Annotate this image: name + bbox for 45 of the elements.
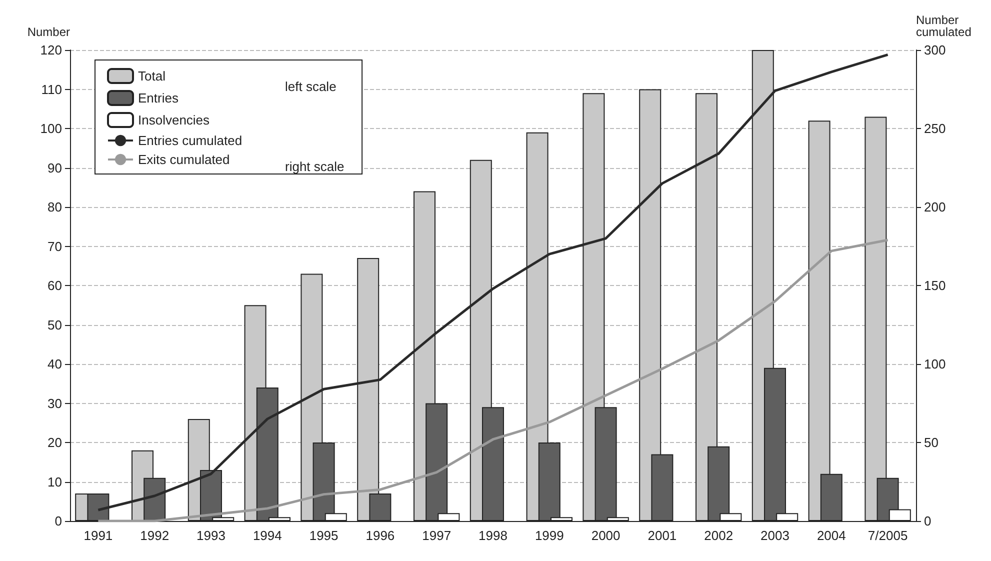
x-tick-label: 1993 [196, 528, 226, 543]
y-tick-label: 50 [48, 317, 62, 332]
y-tick-label: 80 [48, 200, 62, 214]
y-axis-title: Number [27, 25, 70, 39]
y-tick-label: 90 [48, 160, 62, 176]
x-tick-label: 2001 [648, 528, 677, 543]
x-tick-label: 1994 [252, 528, 282, 543]
legend-label: Total [138, 68, 166, 84]
annotation: right scale [285, 159, 344, 174]
x-tick-label: 7/2005 [868, 528, 908, 543]
x-tick-label: 1992 [140, 528, 170, 543]
y2-tick-label: 200 [924, 200, 946, 214]
x-tick-label: 1996 [366, 528, 395, 543]
y-tick-label: 100 [40, 121, 62, 136]
line-series [96, 238, 890, 522]
x-tick-label: 1997 [422, 528, 452, 543]
y2-tick-label: 300 [924, 42, 946, 58]
y-tick-label: 110 [41, 82, 62, 97]
x-tick-label: 2002 [704, 528, 734, 543]
annotation: left scale [285, 79, 336, 94]
y2-tick-label: 250 [924, 121, 946, 136]
y2-tick-label: 100 [924, 356, 946, 372]
y2-tick-label: 150 [924, 278, 946, 293]
legend-label: Exits cumulated [138, 152, 230, 167]
y-tick-label: 0 [54, 514, 62, 528]
legend-label: Insolvencies [138, 112, 210, 128]
x-tick-label: 2000 [591, 528, 620, 543]
y-tick-label: 20 [48, 435, 62, 450]
x-tick-label: 1998 [478, 528, 508, 543]
y2-tick-label: 50 [924, 435, 938, 450]
y-tick-label: 40 [48, 356, 62, 372]
x-tick-label: 2003 [760, 528, 790, 543]
y2-axis-title: Number cumulated [916, 13, 972, 39]
x-tick-label: 1991 [84, 528, 113, 543]
y-tick-label: 70 [48, 238, 62, 254]
y-tick-label: 10 [48, 474, 62, 490]
y-tick-label: 30 [48, 396, 62, 411]
legend-label: Entries cumulated [138, 133, 242, 148]
x-tick-label: 1995 [309, 528, 338, 543]
y2-tick-label: 0 [924, 514, 932, 528]
x-tick-label: 2004 [816, 528, 846, 543]
x-tick-label: 1999 [534, 528, 564, 543]
y-tick-label: 120 [40, 42, 62, 58]
legend-label: Entries [138, 90, 179, 106]
y-tick-label: 60 [48, 278, 62, 293]
